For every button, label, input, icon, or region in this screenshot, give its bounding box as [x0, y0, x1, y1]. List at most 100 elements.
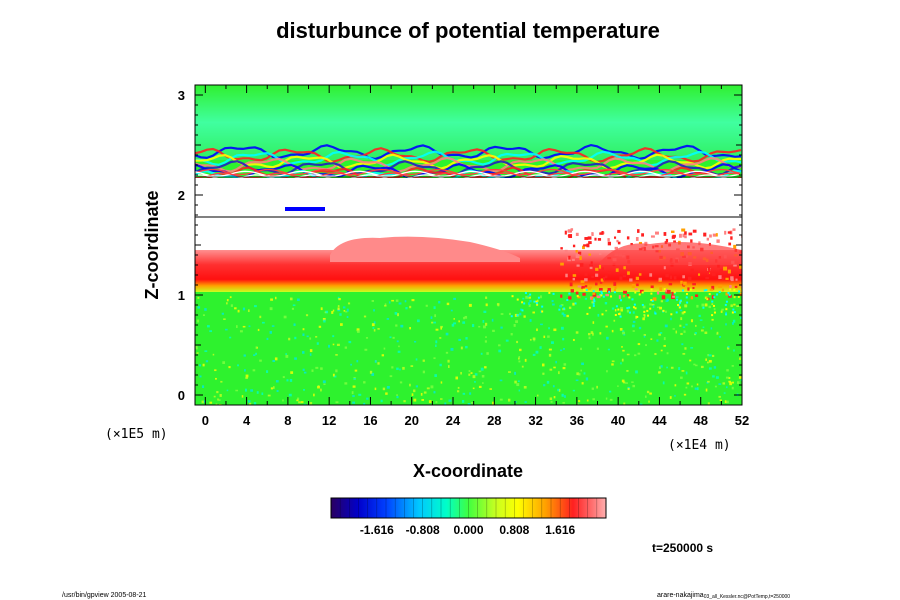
- speckle: [333, 375, 337, 378]
- speckle: [267, 394, 271, 397]
- speckle: [639, 403, 643, 405]
- speckle: [248, 400, 251, 403]
- yellow-speckle: [536, 303, 539, 306]
- speckle: [555, 360, 557, 364]
- speckle: [447, 359, 450, 363]
- speckle: [731, 386, 734, 390]
- speckle: [680, 332, 683, 336]
- yellow-speckle: [592, 290, 595, 293]
- speckle: [395, 324, 398, 327]
- speckle: [700, 329, 704, 332]
- speckle: [557, 388, 560, 392]
- yellow-speckle: [548, 291, 551, 294]
- speckle: [271, 325, 275, 327]
- speckle: [398, 345, 400, 348]
- red-speckle: [665, 273, 669, 278]
- speckle: [309, 337, 312, 340]
- speckle: [431, 321, 434, 324]
- red-speckle: [584, 278, 588, 282]
- speckle: [563, 363, 567, 366]
- speckle: [684, 304, 688, 308]
- yellow-speckle: [523, 302, 526, 305]
- speckle: [540, 323, 543, 326]
- red-speckle: [583, 244, 587, 247]
- yellow-speckle: [685, 296, 688, 299]
- speckle: [245, 377, 248, 379]
- speckle: [505, 339, 509, 342]
- speckle: [465, 337, 468, 340]
- speckle: [726, 369, 729, 372]
- speckle: [696, 304, 699, 308]
- red-speckle: [584, 285, 588, 288]
- speckle: [364, 348, 368, 351]
- speckle: [221, 312, 224, 315]
- red-speckle: [721, 288, 725, 292]
- red-speckle: [572, 244, 576, 248]
- red-speckle: [665, 288, 669, 293]
- yellow-speckle: [678, 306, 681, 309]
- red-speckle: [626, 236, 630, 240]
- red-speckle: [735, 278, 738, 281]
- speckle: [643, 335, 646, 338]
- speckle: [316, 342, 319, 345]
- speckle: [532, 353, 536, 356]
- speckle: [693, 363, 696, 366]
- speckle: [518, 389, 521, 392]
- speckle: [433, 357, 436, 360]
- speckle: [214, 377, 217, 380]
- red-speckle: [684, 235, 687, 239]
- speckle: [444, 402, 447, 405]
- speckle: [665, 300, 669, 302]
- speckle: [467, 403, 471, 405]
- red-speckle: [706, 270, 710, 275]
- speckle: [266, 337, 269, 341]
- speckle: [562, 337, 565, 341]
- x-axis-label: X-coordinate: [413, 461, 523, 481]
- red-speckle: [599, 232, 603, 235]
- red-speckle: [703, 232, 707, 237]
- yellow-speckle: [725, 300, 728, 303]
- speckle: [681, 311, 685, 315]
- yellow-speckle: [711, 300, 714, 303]
- speckle: [248, 325, 251, 328]
- colorbar-tick-label: -1.616: [360, 523, 394, 537]
- speckle: [388, 301, 391, 304]
- speckle: [719, 399, 722, 402]
- speckle: [498, 344, 501, 347]
- red-speckle: [600, 278, 604, 282]
- yellow-speckle: [631, 298, 634, 301]
- speckle: [244, 388, 247, 392]
- speckle: [309, 353, 312, 356]
- red-speckle: [709, 234, 712, 238]
- speckle: [650, 338, 653, 340]
- speckle: [371, 299, 375, 302]
- red-speckle: [617, 241, 621, 245]
- red-speckle: [568, 255, 571, 260]
- red-speckle: [588, 285, 593, 289]
- speckle: [665, 310, 667, 313]
- speckle: [325, 310, 329, 314]
- speckle: [433, 391, 436, 394]
- speckle: [317, 384, 320, 387]
- red-speckle: [622, 295, 626, 298]
- y-tick-label: 2: [178, 188, 185, 203]
- speckle: [434, 314, 437, 318]
- speckle: [552, 385, 555, 388]
- speckle: [315, 336, 318, 338]
- speckle: [581, 382, 584, 385]
- speckle: [551, 299, 554, 303]
- yellow-speckle: [535, 300, 538, 303]
- speckle: [404, 300, 407, 303]
- speckle: [199, 375, 202, 378]
- speckle: [261, 392, 264, 396]
- speckle: [222, 361, 226, 365]
- speckle: [446, 302, 450, 306]
- speckle: [731, 322, 734, 325]
- speckle: [536, 394, 539, 397]
- speckle: [711, 303, 714, 305]
- y-tick-label: 3: [178, 88, 185, 103]
- speckle: [199, 364, 201, 367]
- speckle: [705, 358, 707, 361]
- red-speckle: [666, 289, 671, 294]
- speckle: [282, 399, 284, 402]
